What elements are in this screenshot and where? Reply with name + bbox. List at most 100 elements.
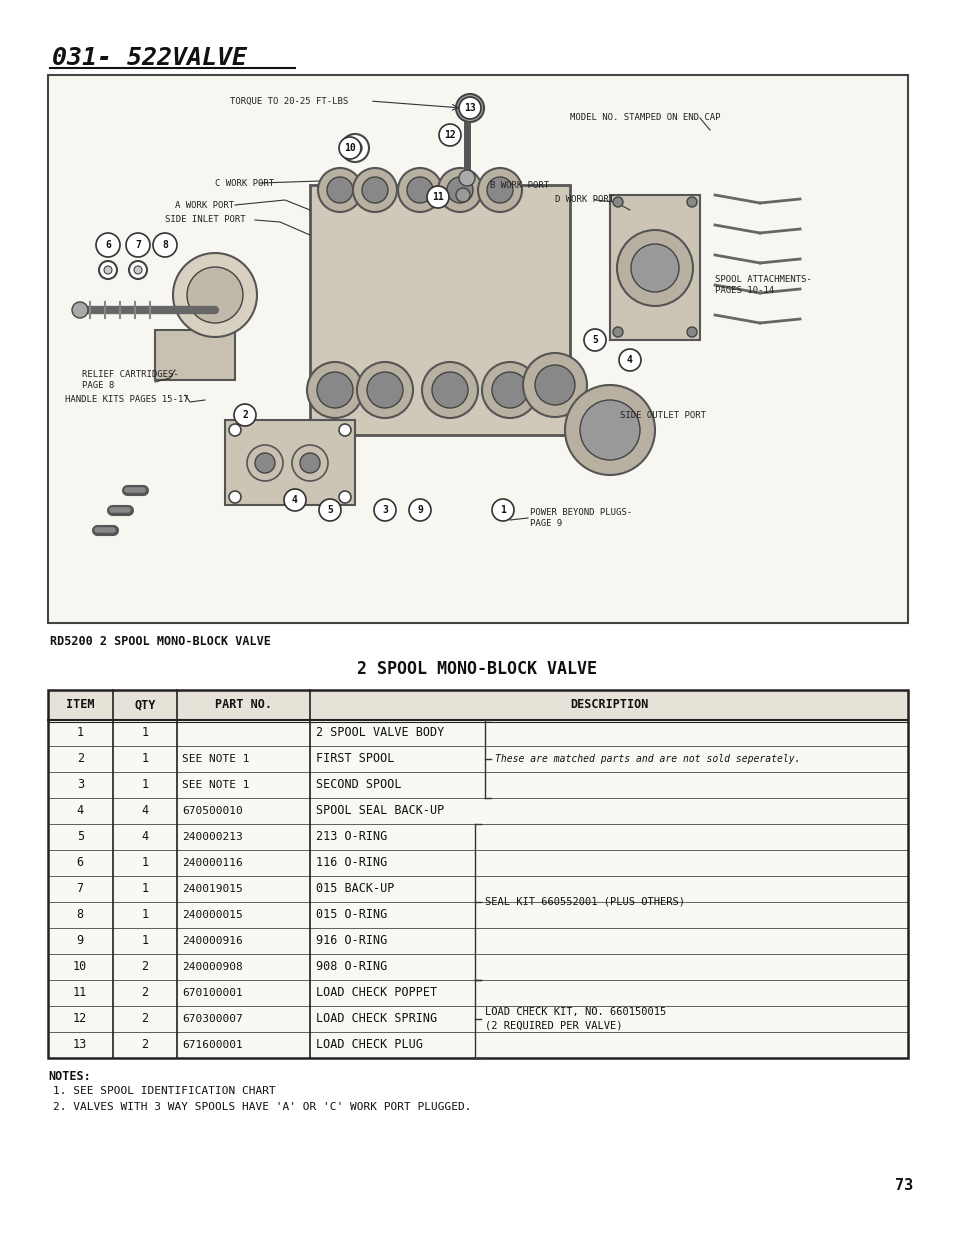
Text: 670300007: 670300007 [182,1014,242,1024]
Text: LOAD CHECK POPPET: LOAD CHECK POPPET [316,987,437,999]
Circle shape [409,499,431,521]
Text: LOAD CHECK KIT, NO. 660150015: LOAD CHECK KIT, NO. 660150015 [485,1007,666,1016]
Bar [225,420,355,505]
Text: 031- 522VALVE: 031- 522VALVE [52,46,247,70]
Text: 10: 10 [73,961,88,973]
Circle shape [307,362,363,417]
Circle shape [617,230,692,306]
Text: D WORK PORT: D WORK PORT [555,195,614,205]
Circle shape [316,372,353,408]
Text: 2: 2 [141,961,148,973]
Circle shape [187,267,243,324]
Text: FIRST SPOOL: FIRST SPOOL [316,752,395,766]
Circle shape [126,233,150,257]
Text: 8: 8 [76,909,84,921]
Text: SEE NOTE 1: SEE NOTE 1 [182,781,250,790]
Bar [48,690,907,720]
Circle shape [99,261,117,279]
Circle shape [229,492,241,503]
Text: 240000015: 240000015 [182,910,242,920]
Text: 1: 1 [499,505,505,515]
Circle shape [618,350,640,370]
Text: 4: 4 [141,830,148,844]
Circle shape [522,353,586,417]
Circle shape [233,404,255,426]
Circle shape [247,445,283,480]
Text: 7: 7 [76,883,84,895]
Text: 11: 11 [73,987,88,999]
Circle shape [361,177,388,203]
Bar [310,185,569,435]
Text: 1: 1 [141,778,148,792]
Text: TORQUE TO 20-25 FT-LBS: TORQUE TO 20-25 FT-LBS [230,96,348,105]
Circle shape [421,362,477,417]
Text: 2. VALVES WITH 3 WAY SPOOLS HAVE 'A' OR 'C' WORK PORT PLUGGED.: 2. VALVES WITH 3 WAY SPOOLS HAVE 'A' OR … [53,1102,471,1112]
Text: 116 O-RING: 116 O-RING [316,857,387,869]
Text: 13: 13 [464,103,476,112]
Text: SIDE OUTLET PORT: SIDE OUTLET PORT [619,410,705,420]
Circle shape [254,453,274,473]
Circle shape [535,366,575,405]
Text: NOTES:: NOTES: [48,1070,91,1083]
Text: 1: 1 [141,883,148,895]
Text: 5: 5 [76,830,84,844]
Text: 2 SPOOL VALVE BODY: 2 SPOOL VALVE BODY [316,726,444,740]
Circle shape [96,233,120,257]
Text: 916 O-RING: 916 O-RING [316,935,387,947]
Text: SPOOL ATTACHMENTS-
PAGES 10-14: SPOOL ATTACHMENTS- PAGES 10-14 [714,275,811,295]
Text: 240019015: 240019015 [182,884,242,894]
Circle shape [338,492,351,503]
Circle shape [407,177,433,203]
Text: 2 SPOOL MONO-BLOCK VALVE: 2 SPOOL MONO-BLOCK VALVE [356,659,597,678]
Text: QTY: QTY [134,699,155,711]
Text: MODEL NO. STAMPED ON END CAP: MODEL NO. STAMPED ON END CAP [569,114,720,122]
Text: LOAD CHECK SPRING: LOAD CHECK SPRING [316,1013,437,1025]
Circle shape [292,445,328,480]
Text: 12: 12 [73,1013,88,1025]
Text: 2: 2 [76,752,84,766]
Circle shape [613,198,622,207]
Text: 671600001: 671600001 [182,1040,242,1050]
Circle shape [579,400,639,459]
Circle shape [356,362,413,417]
Circle shape [630,245,679,291]
Text: 11: 11 [432,191,443,203]
Circle shape [456,188,470,203]
Text: 13: 13 [73,1039,88,1051]
Text: SIDE INLET PORT: SIDE INLET PORT [165,215,245,225]
Text: 240000908: 240000908 [182,962,242,972]
Circle shape [427,186,449,207]
Circle shape [458,170,475,186]
Text: SPOOL SEAL BACK-UP: SPOOL SEAL BACK-UP [316,804,444,818]
Text: 1: 1 [141,935,148,947]
Text: 3: 3 [76,778,84,792]
Text: LOAD CHECK PLUG: LOAD CHECK PLUG [316,1039,423,1051]
Circle shape [481,362,537,417]
Text: 1: 1 [141,726,148,740]
Text: These are matched parts and are not sold seperately.: These are matched parts and are not sold… [495,755,800,764]
Text: 8: 8 [162,240,168,249]
Bar [154,330,234,380]
Text: C WORK PORT: C WORK PORT [214,179,274,188]
Text: 240000916: 240000916 [182,936,242,946]
Circle shape [317,168,361,212]
Text: ITEM: ITEM [66,699,94,711]
Text: SEE NOTE 1: SEE NOTE 1 [182,755,250,764]
Text: RELIEF CARTRIDGES-
PAGE 8: RELIEF CARTRIDGES- PAGE 8 [82,370,178,390]
Circle shape [348,141,361,156]
Text: 7: 7 [135,240,141,249]
Circle shape [397,168,441,212]
Text: 670500010: 670500010 [182,806,242,816]
Circle shape [686,198,697,207]
Circle shape [437,168,481,212]
Text: SEAL KIT 660552001 (PLUS OTHERS): SEAL KIT 660552001 (PLUS OTHERS) [485,897,684,906]
Text: 5: 5 [592,335,598,345]
Text: 240000116: 240000116 [182,858,242,868]
Text: SECOND SPOOL: SECOND SPOOL [316,778,401,792]
Text: 1: 1 [141,857,148,869]
Circle shape [229,424,241,436]
Text: (2 REQUIRED PER VALVE): (2 REQUIRED PER VALVE) [485,1021,622,1031]
Circle shape [447,177,473,203]
Bar [48,690,907,1058]
Bar [48,75,907,622]
